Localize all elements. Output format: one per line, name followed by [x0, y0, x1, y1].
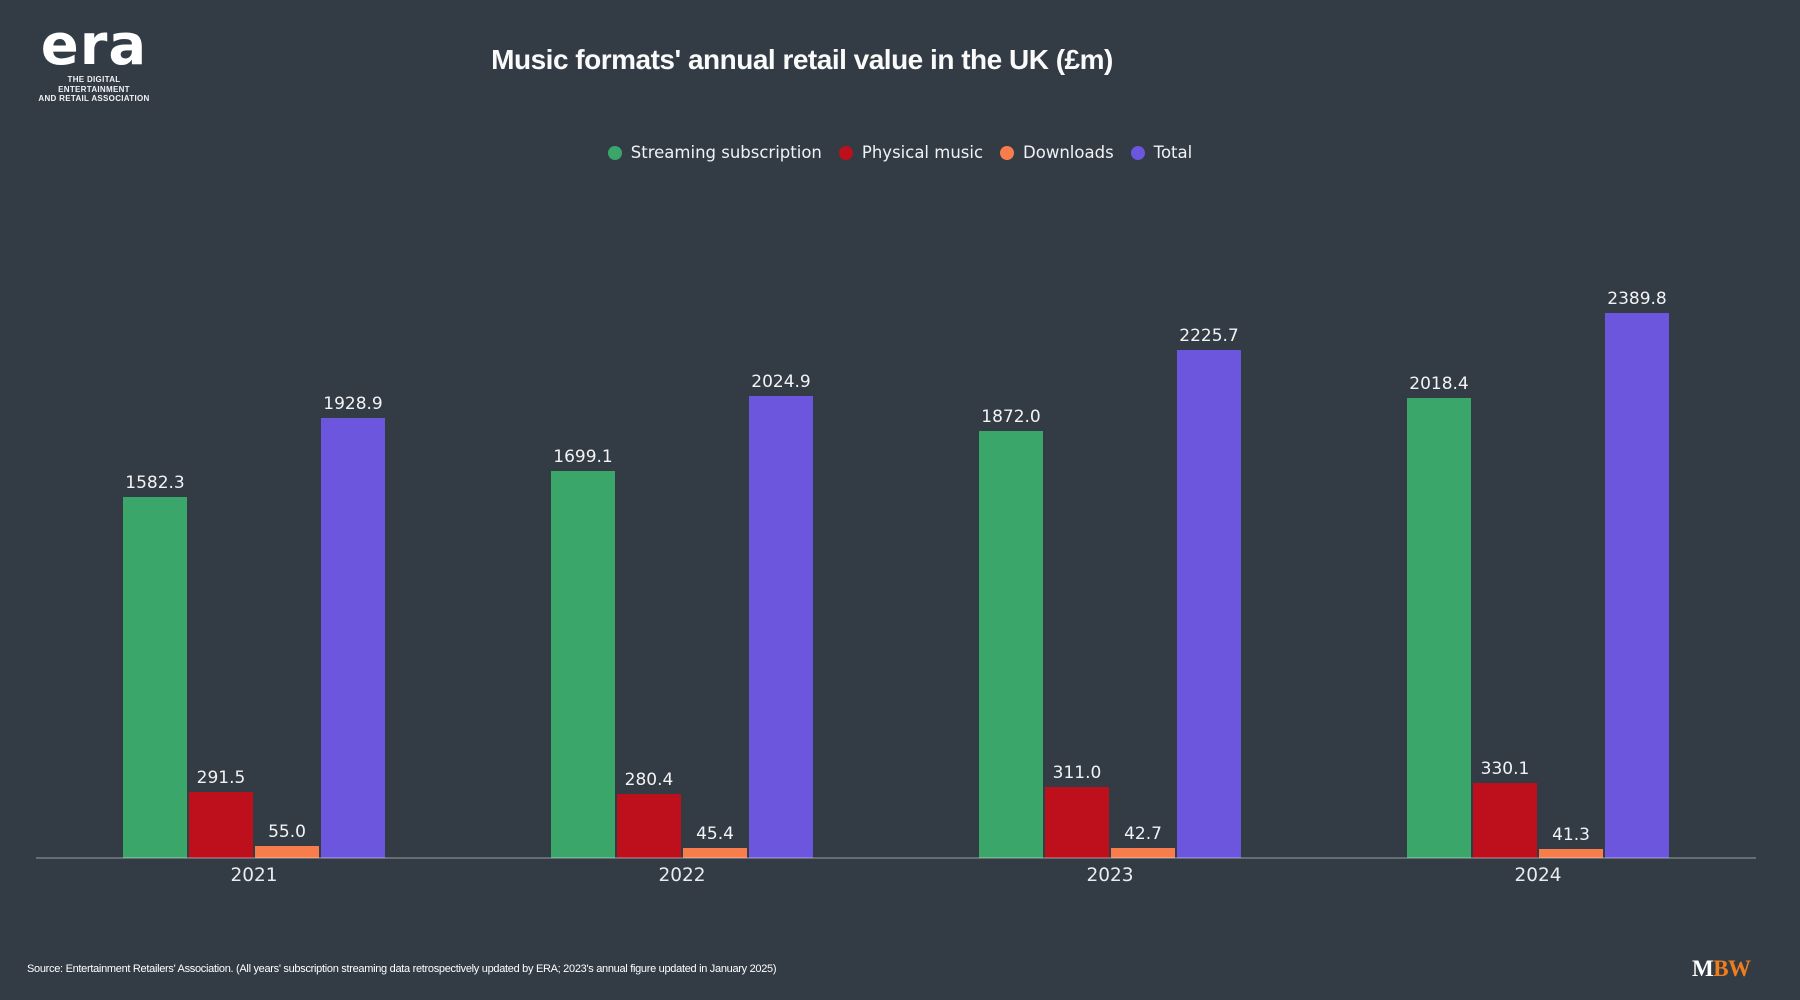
era-logo-tagline: THE DIGITAL ENTERTAINMENT AND RETAIL ASS…	[36, 75, 152, 104]
bar-value-label: 41.3	[1552, 824, 1590, 845]
bar-value-label: 280.4	[624, 770, 674, 791]
bar-total-2023: 2225.7	[1177, 326, 1241, 858]
bar-value-label: 55.0	[268, 821, 306, 842]
bar-total-2021: 1928.9	[321, 394, 385, 858]
legend-item-downloads: Downloads	[1000, 143, 1114, 162]
bar-value-label: 1699.1	[553, 446, 613, 467]
bar-streaming-subscription-2021: 1582.3	[123, 473, 187, 858]
bar-value-label: 2018.4	[1409, 373, 1469, 394]
mbw-logo-m: M	[1692, 956, 1714, 981]
bar-streaming-subscription-2024: 2018.4	[1407, 374, 1471, 858]
legend-item-total: Total	[1130, 143, 1193, 162]
bar-streaming-subscription-2023: 1872.0	[979, 407, 1043, 858]
chart-title: Music formats' annual retail value in th…	[491, 44, 1113, 75]
bar-physical-music-2021: 291.5	[189, 768, 253, 858]
legend-dot-streaming-subscription	[607, 145, 622, 160]
bar-value-label: 311.0	[1052, 763, 1102, 784]
bar-value-label: 45.4	[696, 823, 734, 844]
bar-total-2022: 2024.9	[749, 372, 813, 858]
legend-item-streaming-subscription: Streaming subscription	[607, 143, 822, 162]
bar-physical-music-2022: 280.4	[617, 770, 681, 858]
bar-value-label: 42.7	[1124, 824, 1162, 845]
bar-group-2023: 1872.0 311.0 42.7 2225.7	[979, 326, 1241, 858]
x-axis-label-2023: 2023	[1086, 865, 1134, 886]
chart-plot: 1582.3 291.5 55.0 1928.9 1699.1 280.4 45.4 2024…	[0, 289, 1800, 858]
era-tagline-line-2: AND RETAIL ASSOCIATION	[38, 94, 150, 103]
legend-dot-downloads	[1000, 145, 1015, 160]
bar-streaming-subscription-2022: 1699.1	[551, 447, 615, 858]
era-logo-wordmark: era	[40, 13, 148, 78]
x-axis-label-2024: 2024	[1514, 865, 1562, 886]
legend-label: Physical music	[861, 143, 984, 162]
bar-physical-music-2023: 311.0	[1045, 763, 1109, 858]
mbw-logo-bw: BW	[1713, 956, 1751, 981]
x-axis-label-2021: 2021	[230, 865, 278, 886]
legend-item-physical-music: Physical music	[838, 143, 984, 162]
era-logo: era THE DIGITAL ENTERTAINMENT AND RETAIL…	[36, 18, 152, 104]
mbw-logo: MBW	[1692, 956, 1751, 982]
source-note: Source: Entertainment Retailers' Associa…	[27, 963, 777, 975]
legend-label: Downloads	[1023, 143, 1114, 162]
legend-dot-physical-music	[838, 145, 853, 160]
bar-value-label: 291.5	[196, 767, 246, 788]
bar-total-2024: 2389.8	[1605, 289, 1669, 858]
bar-value-label: 2024.9	[751, 372, 811, 393]
x-axis-label-2022: 2022	[658, 865, 706, 886]
legend-dot-total	[1130, 145, 1145, 160]
era-tagline-line-1: THE DIGITAL ENTERTAINMENT	[58, 75, 130, 94]
bar-group-2021: 1582.3 291.5 55.0 1928.9	[123, 394, 385, 858]
bar-physical-music-2024: 330.1	[1473, 759, 1537, 858]
bar-value-label: 2389.8	[1607, 289, 1667, 309]
legend-label: Streaming subscription	[630, 143, 822, 162]
bar-value-label: 1928.9	[323, 394, 383, 415]
bar-downloads-2024: 41.3	[1539, 825, 1603, 858]
bar-downloads-2021: 55.0	[255, 822, 319, 858]
bar-group-2024: 2018.4 330.1 41.3 2389.8	[1407, 289, 1669, 858]
legend-label: Total	[1153, 143, 1193, 162]
x-axis-line	[36, 857, 1756, 859]
bar-downloads-2023: 42.7	[1111, 824, 1175, 858]
bar-value-label: 1582.3	[125, 473, 185, 494]
chart-legend: Streaming subscription Physical music Down…	[0, 143, 1800, 162]
bar-value-label: 2225.7	[1179, 326, 1239, 347]
bar-value-label: 330.1	[1480, 758, 1530, 779]
bar-downloads-2022: 45.4	[683, 824, 747, 858]
bar-value-label: 1872.0	[981, 407, 1041, 428]
bar-group-2022: 1699.1 280.4 45.4 2024.9	[551, 372, 813, 858]
